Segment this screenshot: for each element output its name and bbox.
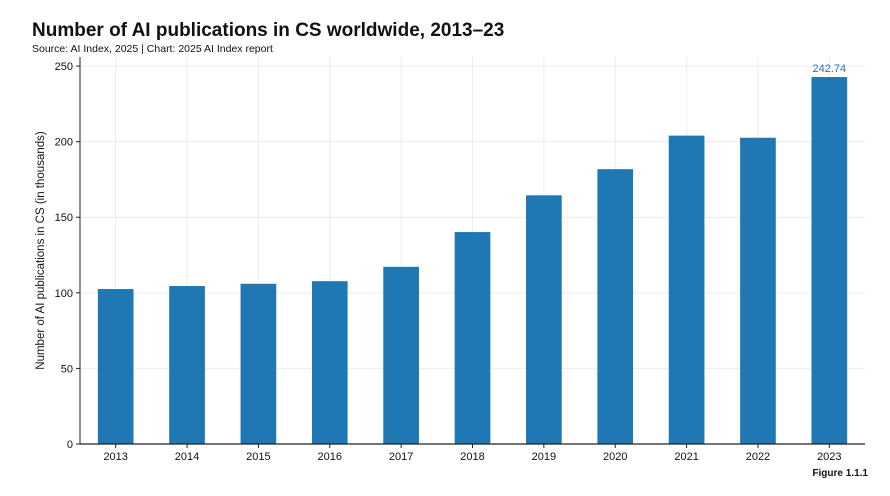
bar-2013 (97, 289, 134, 444)
bar-2023 (811, 77, 848, 445)
chart-title: Number of AI publications in CS worldwid… (32, 20, 505, 41)
x-tick-label-2020: 2020 (603, 451, 627, 463)
y-tick-label: 0 (67, 439, 73, 451)
chart-subtitle: Source: AI Index, 2025 | Chart: 2025 AI … (32, 43, 273, 55)
bar-2017 (383, 266, 419, 444)
x-tick-label-2022: 2022 (746, 451, 770, 463)
x-tick-label-2014: 2014 (175, 451, 199, 463)
labels: 0 50 100 150 200 250 2013 2014 2015 2016 2017 2018 2… (35, 61, 846, 463)
bar-2021 (668, 135, 705, 444)
bar-2014 (169, 286, 205, 444)
x-tick-label-2013: 2013 (103, 451, 127, 463)
y-tick-label: 250 (55, 61, 73, 73)
y-tick-label: 150 (55, 212, 73, 224)
figure-label: Figure 1.1.1 (812, 468, 868, 479)
y-tick-label: 100 (55, 288, 73, 300)
x-tick-label-2017: 2017 (389, 451, 413, 463)
x-tick-label-2019: 2019 (532, 451, 556, 463)
bar-2018 (454, 232, 491, 444)
bar-2020 (597, 169, 634, 444)
bar-2015 (240, 283, 277, 444)
bar-2019 (526, 195, 562, 444)
x-tick-label-2018: 2018 (460, 451, 484, 463)
bar-2022 (740, 137, 776, 445)
x-tick-label-2023: 2023 (817, 451, 841, 463)
y-tick-label: 200 (55, 137, 73, 149)
axes (76, 57, 865, 448)
bars (97, 77, 848, 445)
x-tick-label-2015: 2015 (246, 451, 270, 463)
data-label-2023: 242.74 (812, 63, 846, 75)
y-tick-label: 50 (61, 363, 73, 375)
bar-2016 (311, 281, 348, 444)
x-tick-label-2016: 2016 (318, 451, 342, 463)
y-axis-label: Number of AI publications in CS (in thou… (35, 131, 47, 370)
x-tick-label-2021: 2021 (674, 451, 698, 463)
